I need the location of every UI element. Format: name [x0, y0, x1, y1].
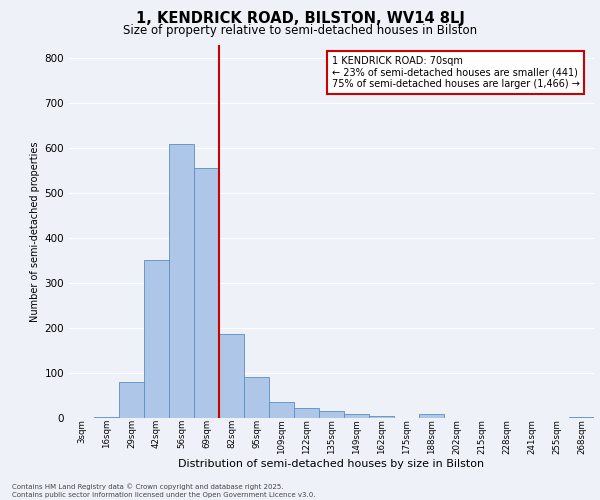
Bar [144, 260, 169, 418]
Bar [269, 402, 294, 417]
Text: Size of property relative to semi-detached houses in Bilston: Size of property relative to semi-detach… [123, 24, 477, 37]
Bar [244, 377, 269, 418]
Bar [119, 382, 144, 418]
Bar [219, 334, 244, 417]
Bar [294, 408, 319, 418]
X-axis label: Distribution of semi-detached houses by size in Bilston: Distribution of semi-detached houses by … [178, 460, 485, 469]
Text: 1 KENDRICK ROAD: 70sqm
← 23% of semi-detached houses are smaller (441)
75% of se: 1 KENDRICK ROAD: 70sqm ← 23% of semi-det… [331, 56, 580, 90]
Bar [344, 414, 369, 418]
Bar [319, 411, 344, 418]
Bar [569, 416, 594, 418]
Text: 1, KENDRICK ROAD, BILSTON, WV14 8LJ: 1, KENDRICK ROAD, BILSTON, WV14 8LJ [136, 11, 464, 26]
Bar [369, 416, 394, 418]
Bar [194, 168, 219, 418]
Bar [419, 414, 444, 418]
Bar [169, 144, 194, 418]
Bar [94, 416, 119, 418]
Y-axis label: Number of semi-detached properties: Number of semi-detached properties [31, 141, 40, 322]
Text: Contains HM Land Registry data © Crown copyright and database right 2025.
Contai: Contains HM Land Registry data © Crown c… [12, 484, 316, 498]
